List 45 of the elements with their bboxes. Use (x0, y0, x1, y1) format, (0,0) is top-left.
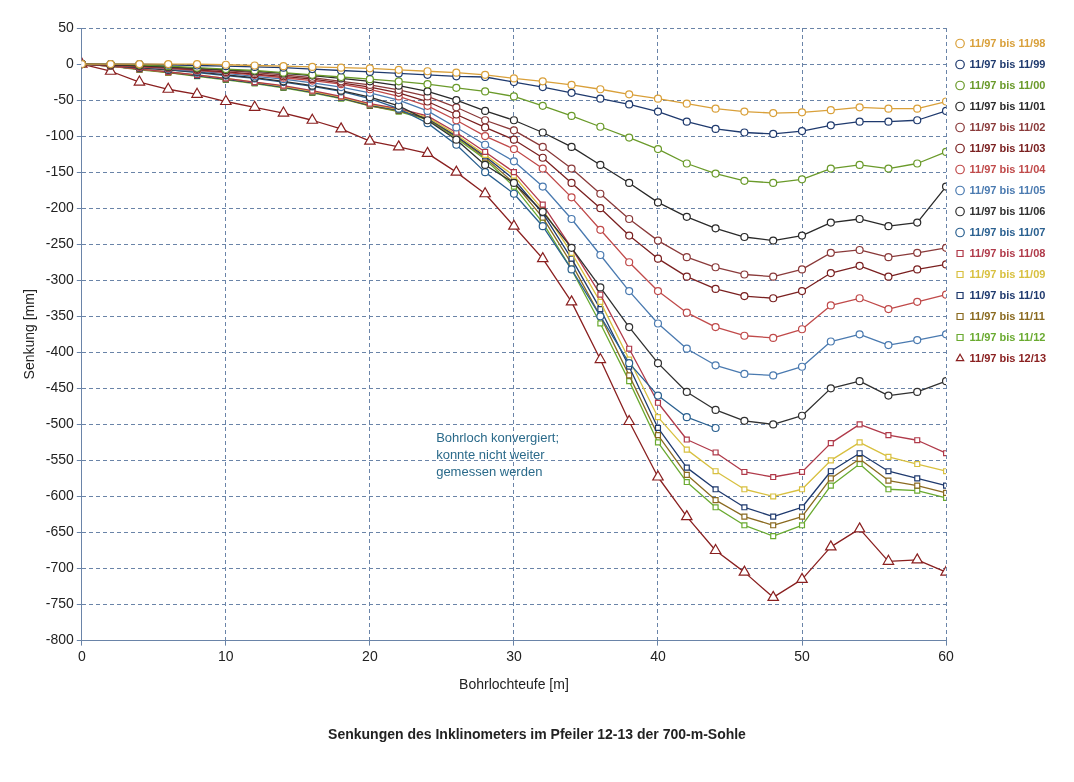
y-tick-label: -200 (45, 199, 75, 216)
text: Senkungen des Inklinometers im Pfeiler 12-13 der 700-m-Sohle (328, 726, 747, 743)
legend-label: 11/97 bis 11/03 (969, 141, 1046, 154)
legend-label: 11/97 bis 12/13 (969, 351, 1046, 364)
y-tick-label: 0 (66, 54, 75, 71)
x-tick-label: 10 (218, 647, 234, 664)
legend-label: 11/97 bis 11/05 (969, 183, 1046, 196)
y-tick-label: -350 (45, 307, 75, 324)
x-axis-title: Bohrlochteufe [m] (459, 675, 569, 692)
legend-label: 11/97 bis 11/11 (969, 309, 1045, 322)
y-tick-label: -450 (45, 379, 75, 396)
annotation: Bohrloch konvergiert; konnte nicht weiter gemessen werden (436, 430, 559, 480)
legend-label: 11/97 bis 11/01 (969, 99, 1046, 112)
x-tick-label: 0 (77, 647, 86, 664)
legend-label: 11/97 bis 11/99 (969, 57, 1046, 70)
y-tick-label: -250 (45, 235, 75, 252)
y-tick-label: -700 (45, 559, 75, 576)
y-axis-title: Senkung [mm] (21, 289, 38, 380)
y-tick-label: -50 (53, 90, 75, 107)
legend-label: 11/97 bis 11/08 (969, 246, 1046, 259)
legend-label: 11/97 bis 11/04 (969, 162, 1047, 175)
x-tick-label: 30 (506, 647, 522, 664)
y-tick-label: -650 (45, 523, 75, 540)
legend-label: 11/97 bis 11/07 (969, 225, 1046, 238)
legend-label: 11/97 bis 11/12 (969, 330, 1046, 343)
x-tick-label: 20 (362, 647, 378, 664)
x-tick-label: 40 (650, 647, 666, 664)
legend-label: 11/97 bis 11/06 (969, 204, 1046, 217)
y-tick-label: 50 (58, 18, 75, 35)
legend-label: 11/97 bis 11/02 (969, 120, 1046, 133)
x-tick-label: 60 (938, 647, 955, 664)
legend-label: 11/97 bis 11/09 (969, 267, 1046, 280)
legend-label: 11/97 bis 11/00 (969, 78, 1046, 91)
y-tick-label: -800 (45, 631, 75, 648)
y-tick-label: -600 (45, 487, 75, 504)
y-tick-label: -500 (45, 415, 75, 432)
y-tick-label: -150 (45, 163, 75, 179)
y-tick-label: -750 (45, 595, 75, 612)
x-tick-label: 50 (794, 647, 811, 664)
y-tick-label: -300 (45, 271, 75, 288)
legend-label: 11/97 bis 11/10 (969, 288, 1046, 301)
legend-label: 11/97 bis 11/98 (969, 36, 1046, 49)
y-tick-label: -550 (45, 451, 75, 468)
y-tick-label: -400 (45, 343, 75, 360)
y-tick-label: -100 (45, 126, 75, 143)
